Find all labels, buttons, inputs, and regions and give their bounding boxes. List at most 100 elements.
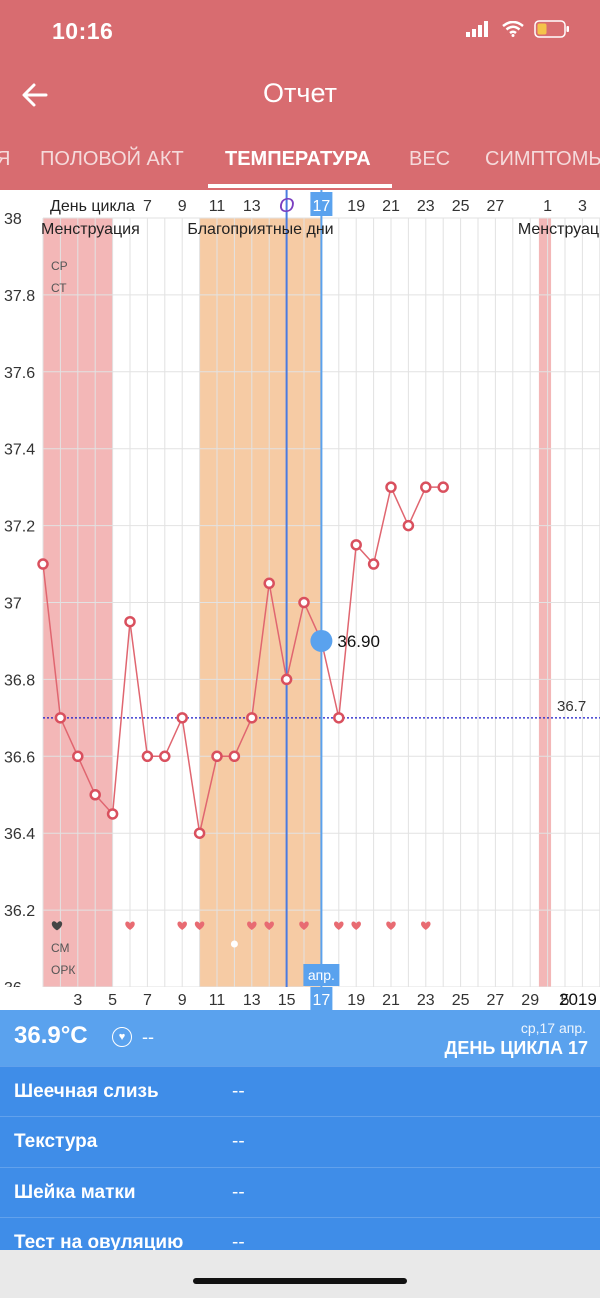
heart-icon[interactable] bbox=[125, 921, 135, 930]
temperature-point[interactable] bbox=[176, 712, 188, 724]
battery-icon bbox=[534, 20, 569, 38]
side-label: СТ bbox=[51, 281, 67, 295]
bottom-axis-bg bbox=[0, 987, 600, 1010]
tab-3[interactable]: ВЕС bbox=[409, 148, 451, 170]
cycle-day-label: ДЕНЬ ЦИКЛА 17 bbox=[444, 1038, 589, 1058]
bottom-tick-label: 23 bbox=[417, 992, 435, 1009]
temperature-point[interactable] bbox=[211, 750, 223, 763]
back-button[interactable] bbox=[20, 80, 50, 110]
info-row-cervical-mucus[interactable]: Шеечная слизь -- bbox=[0, 1066, 600, 1117]
coverline-label: 36.7 bbox=[557, 698, 586, 715]
wifi-icon bbox=[502, 21, 524, 37]
page-title: Отчет bbox=[263, 78, 337, 108]
info-row-label: Шейка матки bbox=[14, 1182, 136, 1203]
temperature-point[interactable] bbox=[72, 750, 84, 763]
info-row-cervix[interactable]: Шейка матки -- bbox=[0, 1167, 600, 1218]
temperature-point[interactable] bbox=[228, 750, 241, 763]
heart-icon[interactable] bbox=[247, 921, 257, 930]
top-tick-label: 1 bbox=[543, 198, 552, 215]
signal-icon bbox=[466, 21, 488, 37]
ovulation-mark: O bbox=[279, 195, 295, 217]
temperature-point[interactable] bbox=[333, 712, 345, 724]
temperature-point[interactable] bbox=[124, 615, 136, 628]
heart-icon[interactable] bbox=[299, 921, 309, 930]
temperature-chart[interactable]: 3837.837.637.437.23736.836.636.436.23636… bbox=[0, 190, 600, 1010]
heart-value: -- bbox=[142, 1027, 154, 1047]
top-tick-label: 27 bbox=[487, 198, 505, 215]
year-label: 2019 bbox=[559, 990, 597, 1009]
month-marker bbox=[303, 964, 340, 986]
temperature-point[interactable] bbox=[298, 596, 310, 609]
info-row-label: Тест на овуляцию bbox=[14, 1232, 184, 1253]
top-tick-label: 21 bbox=[382, 198, 400, 215]
bottom-tick-label: 17 bbox=[313, 992, 331, 1009]
month-label: апр. bbox=[308, 967, 335, 983]
tab-1[interactable]: ПОЛОВОЙ АКТ bbox=[40, 148, 184, 170]
heart-icon[interactable] bbox=[334, 921, 344, 930]
droplet-icon bbox=[230, 940, 238, 948]
selected-day-top-marker[interactable] bbox=[310, 192, 333, 216]
y-tick-label: 36.4 bbox=[4, 826, 35, 843]
top-tick-label: 11 bbox=[209, 198, 226, 215]
side-label: СР bbox=[51, 259, 68, 273]
y-tick-label: 37.4 bbox=[4, 442, 35, 459]
info-row-value: -- bbox=[232, 1131, 245, 1152]
temperature-point[interactable] bbox=[193, 827, 206, 839]
bottom-tick-label: 21 bbox=[382, 992, 400, 1009]
heart-icon[interactable] bbox=[421, 921, 431, 930]
info-row-label: Шеечная слизь bbox=[14, 1081, 159, 1102]
temperature-point[interactable] bbox=[420, 481, 432, 493]
info-row-ovulation-test[interactable]: Тест на овуляцию -- bbox=[0, 1217, 600, 1268]
day-info-panel: 36.9°C ♥ -- ср,17 апр. ДЕНЬ ЦИКЛА 17 Шее… bbox=[0, 1010, 600, 1253]
temperature-point[interactable] bbox=[367, 558, 380, 570]
temperature-point[interactable] bbox=[89, 789, 101, 801]
selected-value-label: 36.90 bbox=[337, 632, 380, 651]
temperature-point[interactable] bbox=[106, 808, 119, 820]
info-row-texture[interactable]: Текстура -- bbox=[0, 1116, 600, 1167]
selected-point[interactable] bbox=[310, 629, 333, 652]
heart-icon[interactable] bbox=[194, 921, 205, 930]
heart-icon[interactable] bbox=[177, 921, 187, 930]
bottom-tick-label: 25 bbox=[452, 992, 470, 1009]
tab-2[interactable]: ТЕМПЕРАТУРА bbox=[225, 148, 371, 170]
heart-icon[interactable] bbox=[264, 921, 274, 930]
top-tick-label: 9 bbox=[178, 198, 187, 215]
tab-0[interactable]: Я bbox=[0, 148, 11, 170]
y-tick-label: 37.6 bbox=[4, 365, 35, 382]
bottom-tick-label: 27 bbox=[487, 992, 505, 1009]
heart-icon[interactable] bbox=[351, 921, 361, 930]
home-indicator[interactable] bbox=[193, 1278, 407, 1284]
side-label: ОРК bbox=[51, 963, 75, 977]
temperature-point[interactable] bbox=[263, 577, 275, 590]
bottom-tick-label: 9 bbox=[178, 992, 187, 1009]
selected-day-bottom-marker[interactable] bbox=[310, 987, 333, 1010]
info-row-label: Текстура bbox=[14, 1131, 98, 1152]
top-tick-label: 7 bbox=[143, 198, 152, 215]
cycle-day-axis-label: День цикла bbox=[50, 198, 135, 215]
top-tick-label: 3 bbox=[578, 198, 587, 215]
temperature-point[interactable] bbox=[350, 539, 362, 551]
temperature-point[interactable] bbox=[385, 481, 397, 493]
temperature-value: 36.9°C bbox=[14, 1022, 88, 1049]
bottom-tick-label: 5 bbox=[108, 992, 117, 1009]
top-tick-label: 19 bbox=[347, 198, 365, 215]
temperature-point[interactable] bbox=[159, 750, 171, 763]
temperature-point[interactable] bbox=[141, 750, 154, 763]
fertile-label: Благоприятные дни bbox=[187, 221, 333, 238]
heart-icon bbox=[51, 921, 63, 931]
app-header: 10:16 Отчет Я ПОЛОВОЙ АКТ ТЕМПЕРАТУРА ВЕС СИ… bbox=[0, 0, 600, 190]
temperature-point[interactable] bbox=[402, 519, 415, 532]
temperature-point[interactable] bbox=[246, 712, 258, 724]
temperature-point[interactable] bbox=[437, 481, 449, 493]
bottom-tick-label: 15 bbox=[278, 992, 296, 1009]
temperature-point[interactable] bbox=[54, 712, 67, 724]
heart-icon[interactable] bbox=[386, 921, 396, 930]
bottom-tick-label: 19 bbox=[347, 992, 365, 1009]
y-tick-label: 36.2 bbox=[4, 903, 35, 920]
tab-4[interactable]: СИМПТОМЫ bbox=[485, 148, 600, 170]
y-tick-label: 37 bbox=[4, 596, 22, 613]
y-tick-label: 37.8 bbox=[4, 288, 35, 305]
temperature-point[interactable] bbox=[280, 673, 293, 686]
temperature-point[interactable] bbox=[37, 558, 49, 570]
top-tick-label: 17 bbox=[313, 198, 331, 215]
